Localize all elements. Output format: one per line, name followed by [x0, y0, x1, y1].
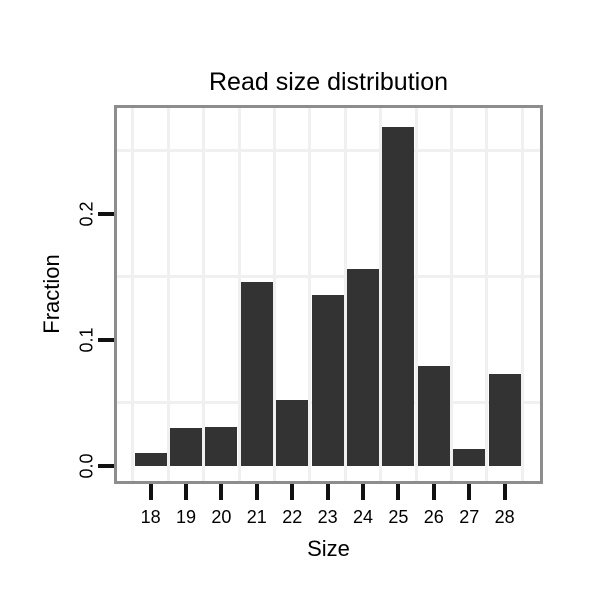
vertical-gridline	[379, 108, 383, 481]
bar	[205, 426, 238, 466]
horizontal-gridline	[117, 149, 540, 153]
x-axis-tick	[431, 484, 436, 500]
vertical-gridline	[520, 108, 524, 481]
vertical-gridline	[450, 108, 453, 481]
x-axis-tick	[148, 484, 153, 500]
x-tick-label: 25	[388, 507, 409, 527]
vertical-gridline	[343, 108, 347, 481]
x-tick-label: 19	[176, 507, 197, 527]
vertical-gridline	[131, 108, 135, 481]
vertical-gridline	[308, 108, 312, 481]
bar	[417, 366, 450, 466]
y-axis-tick	[98, 463, 114, 468]
vertical-gridline	[485, 108, 489, 481]
x-axis-tick	[361, 484, 365, 500]
x-axis-tick	[219, 484, 224, 500]
x-tick-label: 20	[211, 507, 232, 527]
x-tick-label: 26	[423, 507, 444, 527]
plot-panel	[117, 108, 540, 481]
x-tick-label: 21	[246, 507, 267, 527]
vertical-gridline	[414, 108, 418, 481]
x-axis-tick	[254, 484, 259, 500]
bar	[276, 400, 309, 466]
x-tick-label: 28	[494, 507, 515, 527]
bar	[240, 281, 273, 466]
x-tick-label: 18	[140, 507, 161, 527]
x-tick-label: 22	[282, 507, 303, 527]
x-tick-label: 27	[459, 507, 480, 527]
plot-panel-border	[114, 105, 543, 484]
x-axis-tick	[184, 484, 189, 500]
x-axis-tick	[290, 484, 295, 500]
bar	[311, 294, 344, 466]
horizontal-gridline	[117, 275, 540, 279]
y-tick-label: 0.0	[76, 453, 97, 479]
vertical-gridline	[202, 108, 206, 481]
x-axis-tick	[502, 484, 507, 500]
bar	[347, 269, 379, 466]
vertical-gridline	[166, 108, 170, 481]
bar	[453, 449, 486, 466]
bar	[488, 373, 521, 466]
bar	[382, 126, 415, 466]
x-axis-tick	[467, 484, 472, 500]
y-axis-title: Fraction	[39, 254, 64, 334]
vertical-gridline	[273, 108, 277, 481]
bar	[134, 453, 167, 466]
chart-title: Read size distribution	[208, 68, 448, 96]
y-tick-label: 0.2	[76, 201, 97, 227]
x-tick-label: 23	[317, 507, 338, 527]
x-axis-tick	[396, 484, 401, 500]
x-axis-tick	[325, 484, 330, 500]
y-axis-tick	[98, 211, 114, 216]
vertical-gridline	[237, 108, 241, 481]
bar	[170, 428, 202, 466]
x-tick-label: 24	[352, 507, 374, 527]
y-tick-label: 0.1	[76, 327, 97, 353]
x-axis-title: Size	[307, 536, 350, 561]
y-axis-tick	[98, 337, 114, 342]
